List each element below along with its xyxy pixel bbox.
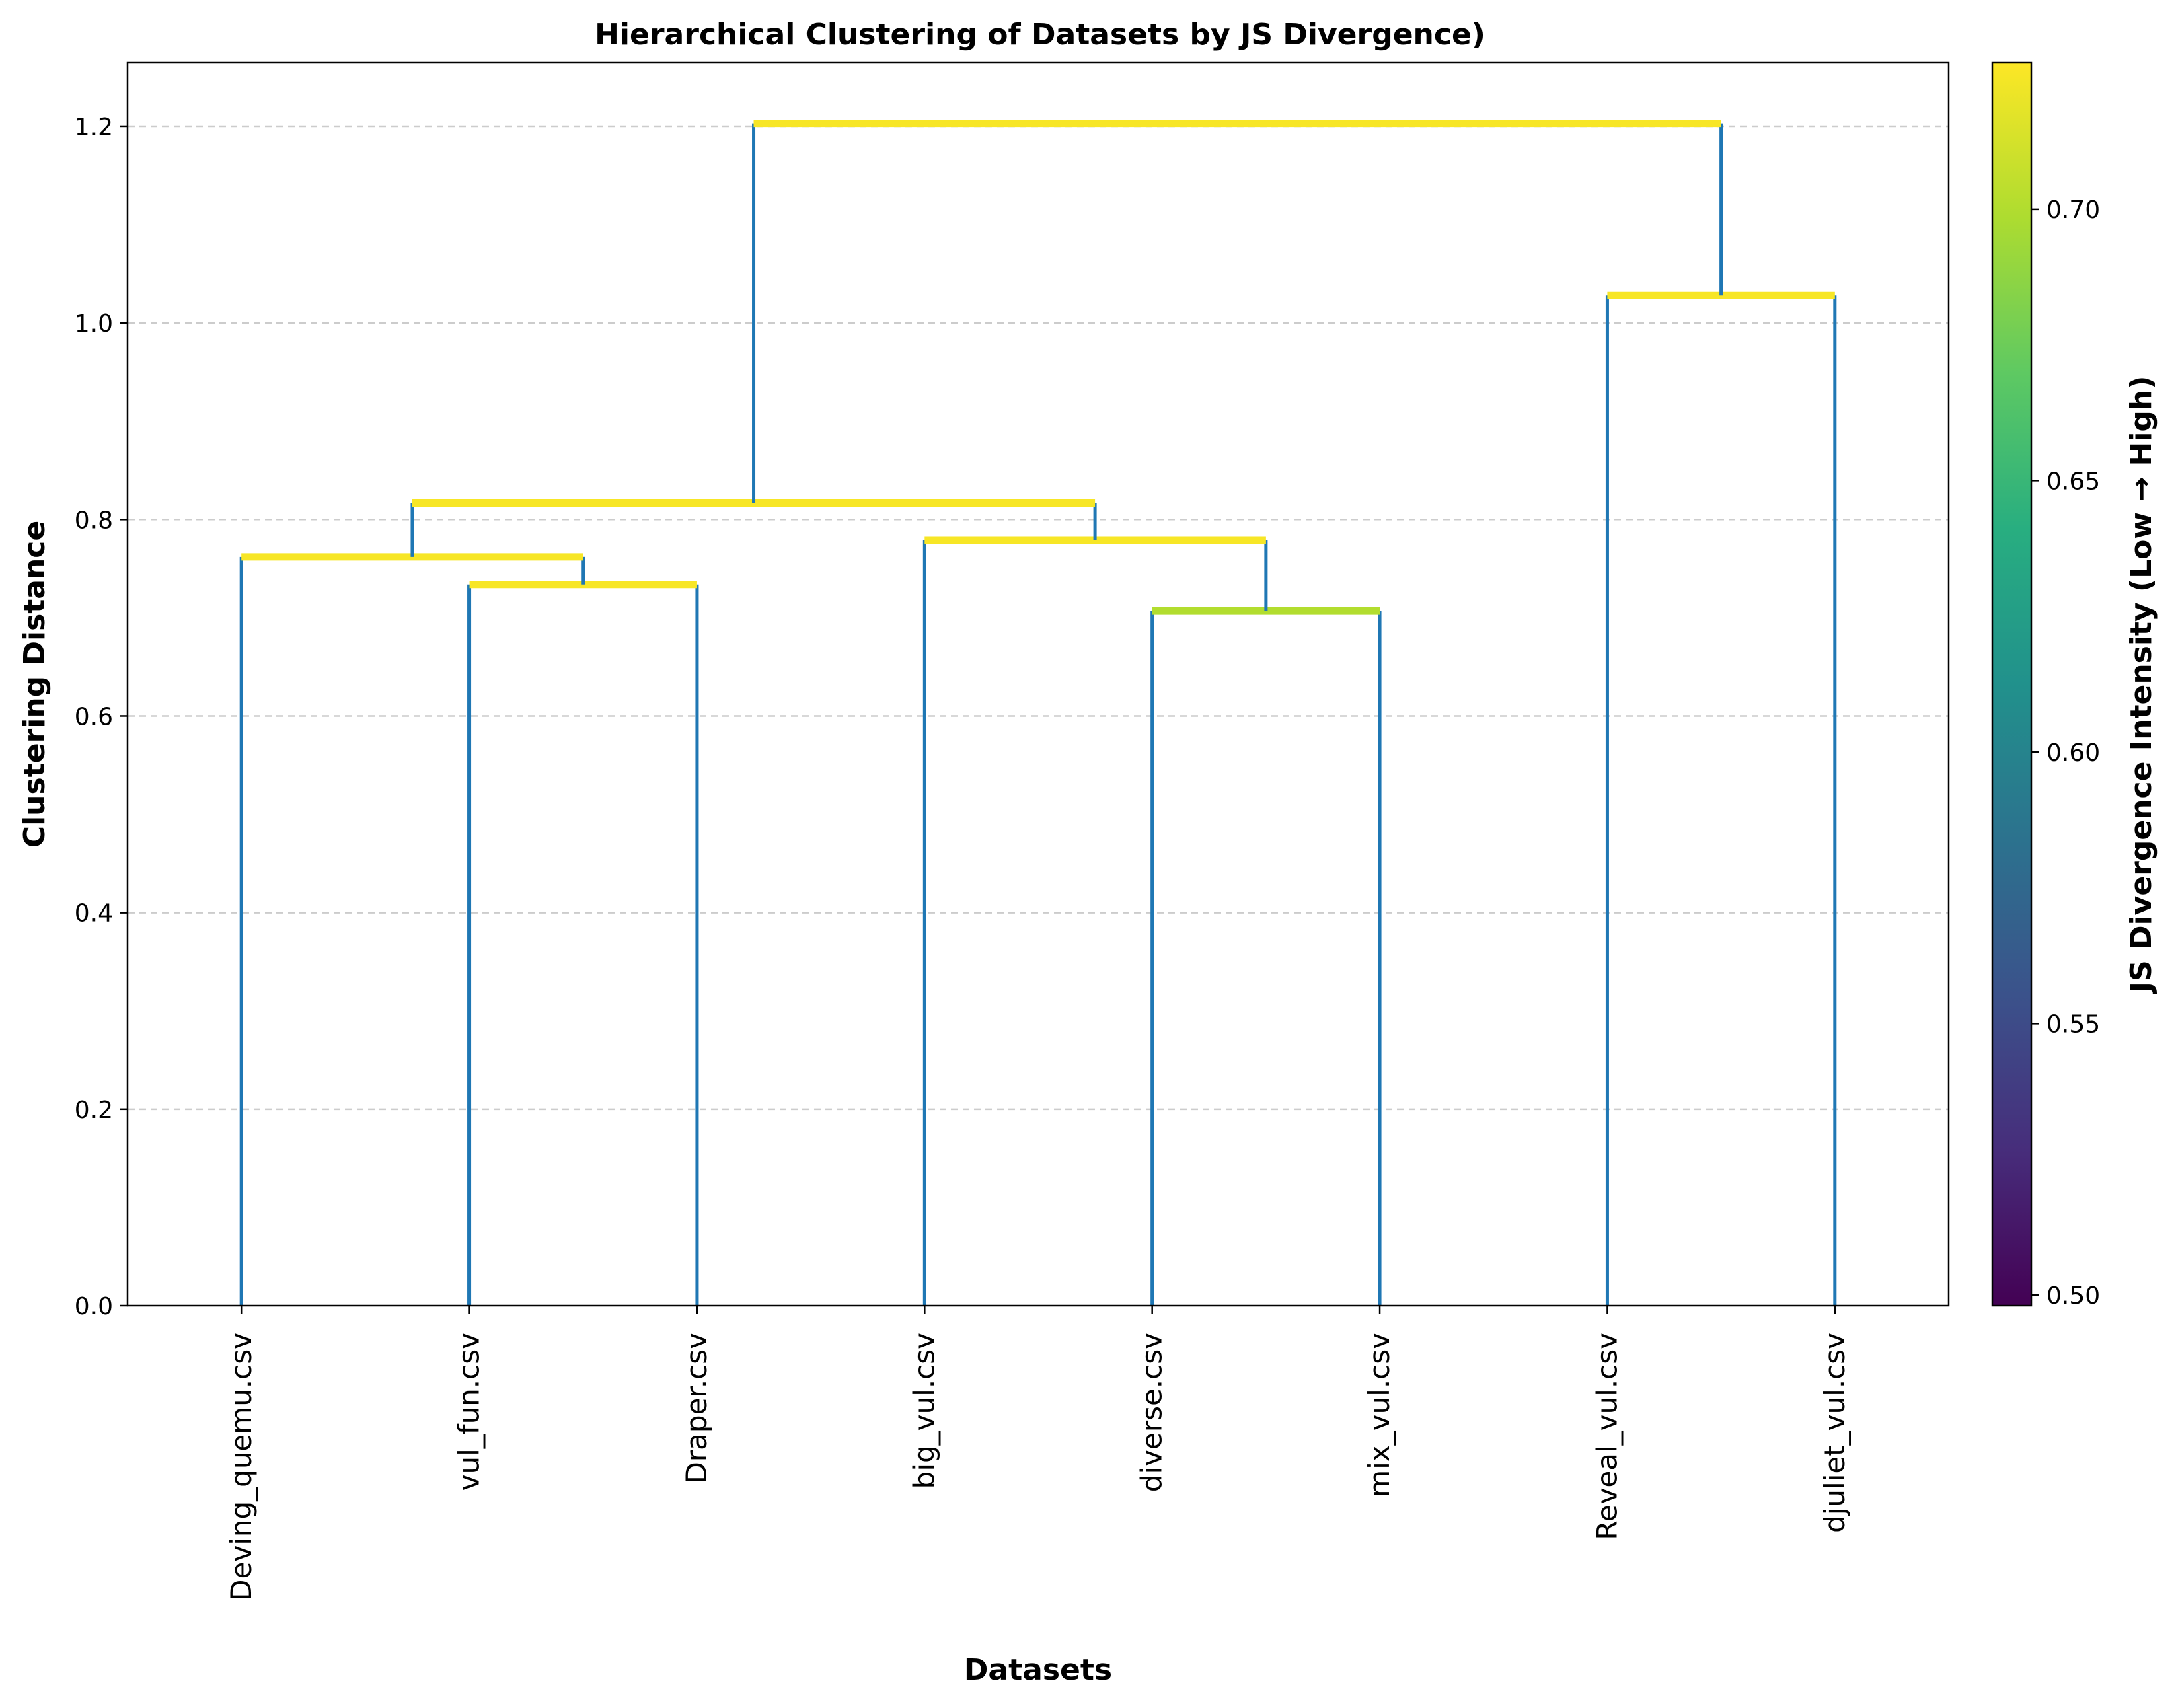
colorbar-label: JS Divergence Intensity (Low → High) <box>2124 376 2159 995</box>
colorbar-tick-label: 0.50 <box>2046 1282 2100 1310</box>
y-axis-ticks: 0.0 0.2 0.4 0.6 0.8 1.0 1.2 <box>75 114 128 1321</box>
plot-frame <box>126 61 1950 1307</box>
leaf-label: Reveal_vul.csv <box>1590 1333 1623 1540</box>
leaf-label: djuliet_vul.csv <box>1818 1333 1851 1533</box>
y-axis-label: Clustering Distance <box>17 521 52 848</box>
colorbar-tick-label: 0.55 <box>2046 1010 2100 1038</box>
leaf-label: Deving_quemu.csv <box>225 1333 258 1601</box>
leaf-label: mix_vul.csv <box>1363 1333 1396 1497</box>
y-tick-label: 1.2 <box>75 114 113 141</box>
colorbar-ticks: 0.50 0.55 0.60 0.65 0.70 <box>2031 196 2100 1310</box>
colorbar-tick-label: 0.60 <box>2046 739 2100 767</box>
y-tick-label: 0.2 <box>75 1097 113 1124</box>
x-axis-label: Datasets <box>964 1653 1112 1687</box>
leaf-label: Draper.csv <box>680 1333 713 1483</box>
colorbar <box>1991 61 2033 1307</box>
leaf-label: big_vul.csv <box>907 1333 940 1489</box>
chart-title: Hierarchical Clustering of Datasets by J… <box>595 17 1485 52</box>
y-tick-label: 0.8 <box>75 507 113 534</box>
gridlines <box>128 125 1949 1111</box>
x-axis-leaf-labels: Deving_quemu.csv vul_fun.csv Draper.csv big… <box>225 1306 1851 1601</box>
y-tick-label: 0.0 <box>75 1293 113 1321</box>
y-tick-label: 1.0 <box>75 310 113 338</box>
colorbar-tick-label: 0.65 <box>2046 468 2100 495</box>
y-tick-label: 0.6 <box>75 703 113 731</box>
colorbar-tick-label: 0.70 <box>2046 196 2100 224</box>
y-tick-label: 0.4 <box>75 900 113 928</box>
dendrogram-links <box>239 120 1837 1306</box>
leaf-label: vul_fun.csv <box>453 1333 486 1491</box>
leaf-label: diverse.csv <box>1135 1333 1168 1492</box>
